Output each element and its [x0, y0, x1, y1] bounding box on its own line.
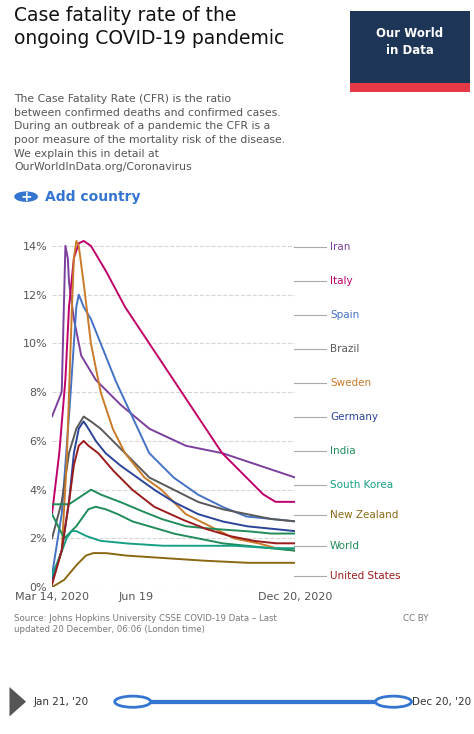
Circle shape	[375, 696, 411, 708]
Text: CC BY: CC BY	[403, 614, 428, 622]
Text: Jan 21, '20: Jan 21, '20	[33, 697, 88, 707]
Text: Case fatality rate of the
ongoing COVID-19 pandemic: Case fatality rate of the ongoing COVID-…	[14, 7, 284, 48]
Text: Spain: Spain	[330, 310, 359, 320]
Text: The Case Fatality Rate (CFR) is the ratio
between confirmed deaths and confirmed: The Case Fatality Rate (CFR) is the rati…	[14, 94, 285, 172]
Text: Dec 20, '20: Dec 20, '20	[412, 697, 472, 707]
Polygon shape	[9, 687, 26, 716]
Circle shape	[115, 696, 151, 708]
Text: Sweden: Sweden	[330, 378, 371, 388]
Text: India: India	[330, 446, 356, 456]
Text: +: +	[20, 189, 32, 203]
FancyBboxPatch shape	[350, 11, 470, 92]
FancyBboxPatch shape	[350, 83, 470, 92]
Text: World: World	[330, 541, 360, 550]
Text: Iran: Iran	[330, 242, 350, 252]
Text: Add country: Add country	[45, 189, 140, 203]
Text: Source: Johns Hopkins University CSSE COVID-19 Data – Last
updated 20 December, : Source: Johns Hopkins University CSSE CO…	[14, 614, 277, 634]
Text: Germany: Germany	[330, 412, 378, 422]
Text: South Korea: South Korea	[330, 480, 393, 490]
Text: United States: United States	[330, 571, 401, 581]
Text: New Zealand: New Zealand	[330, 510, 398, 520]
Circle shape	[14, 192, 38, 202]
Text: Italy: Italy	[330, 276, 353, 286]
Text: Our World
in Data: Our World in Data	[376, 27, 444, 57]
Text: Brazil: Brazil	[330, 344, 359, 354]
